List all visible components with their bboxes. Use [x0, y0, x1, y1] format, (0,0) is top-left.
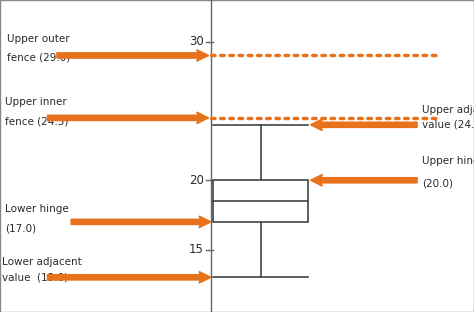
Bar [213, 180, 308, 222]
FancyArrow shape [310, 174, 417, 186]
Text: Upper hinge: Upper hinge [422, 156, 474, 166]
Text: Upper outer: Upper outer [7, 34, 70, 44]
Text: Upper inner: Upper inner [5, 97, 66, 107]
Text: Lower hinge: Lower hinge [5, 203, 68, 213]
FancyArrow shape [57, 50, 209, 61]
FancyArrow shape [310, 119, 417, 131]
Text: (20.0): (20.0) [422, 179, 453, 189]
Text: 30: 30 [189, 35, 204, 48]
FancyArrow shape [71, 216, 211, 228]
Text: value (24.0): value (24.0) [422, 120, 474, 130]
Text: Lower adjacent: Lower adjacent [2, 257, 82, 267]
Text: 20: 20 [189, 174, 204, 187]
Text: 15: 15 [189, 243, 204, 256]
FancyArrow shape [47, 271, 211, 283]
Text: (17.0): (17.0) [5, 223, 36, 233]
Text: fence (24.5): fence (24.5) [5, 116, 68, 126]
Text: fence (29.0): fence (29.0) [7, 53, 70, 63]
Text: value  (13.0): value (13.0) [2, 272, 69, 282]
FancyArrow shape [47, 112, 209, 124]
Text: Upper adjacent: Upper adjacent [422, 105, 474, 115]
